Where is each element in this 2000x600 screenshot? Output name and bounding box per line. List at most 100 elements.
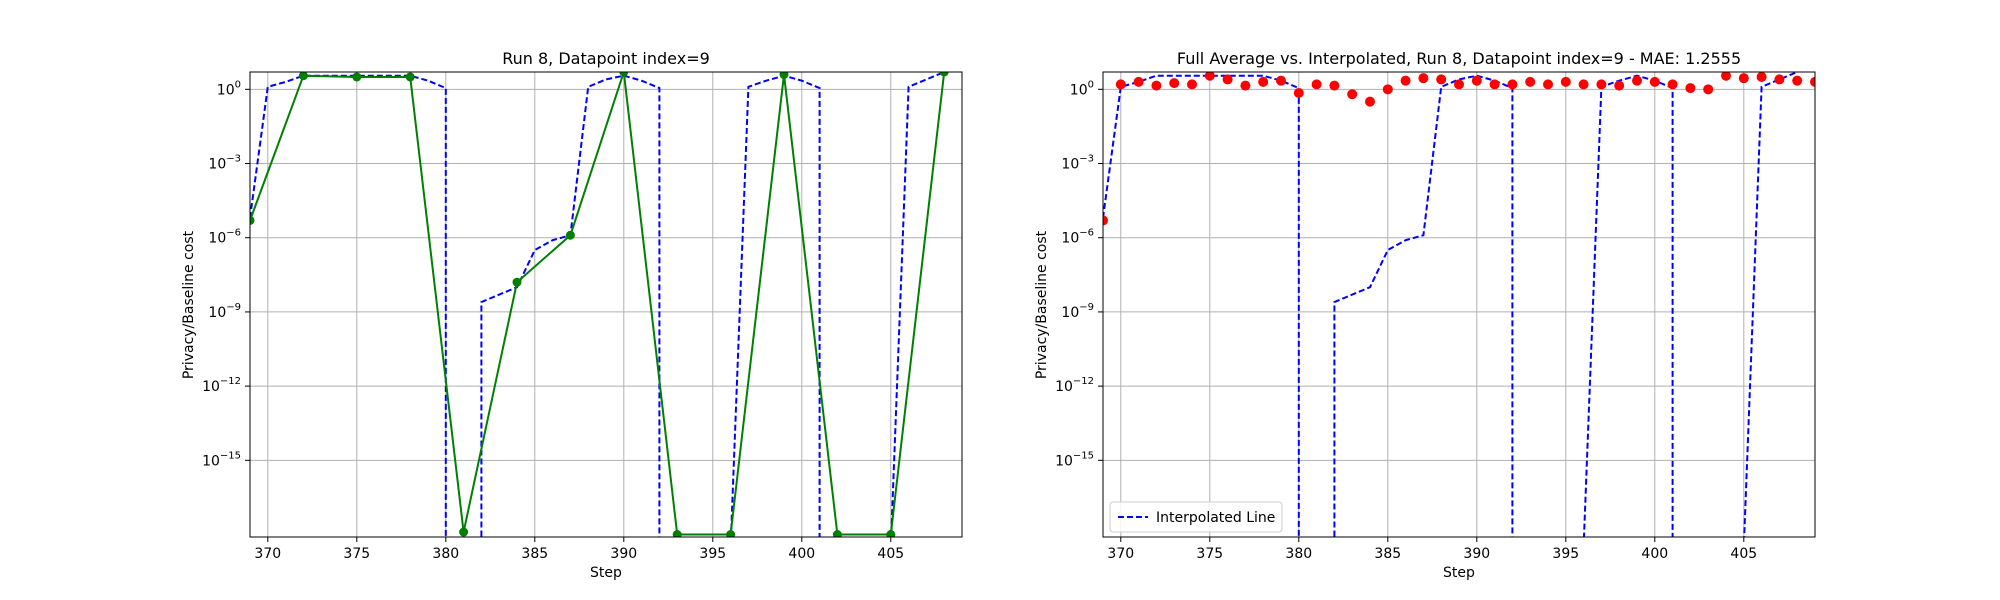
data-point-marker: [1543, 79, 1553, 90]
data-point-marker: [1560, 76, 1571, 87]
data-point-marker: [512, 277, 522, 287]
data-point-marker: [1187, 79, 1197, 90]
data-point-marker: [1649, 76, 1660, 87]
data-point-marker: [1471, 75, 1482, 86]
series-interpolated-dashed-line: [250, 72, 945, 537]
y-ticks: 100 10−3 10−6 10−9 10−12 10−15: [202, 79, 250, 469]
y-tick-label: 10−9: [208, 302, 241, 321]
x-axis-label: Step: [590, 565, 622, 581]
y-tick-label: 10−9: [1061, 302, 1094, 321]
x-ticks: 370 375 380 385 390 395 400 405: [254, 537, 904, 562]
x-tick-label: 400: [788, 546, 815, 562]
y-tick-label: 100: [217, 79, 241, 98]
data-point-marker: [1293, 88, 1304, 99]
grid: [250, 72, 962, 537]
data-point-marker: [1810, 76, 1815, 87]
x-tick-label: 370: [1107, 546, 1134, 562]
legend: Interpolated Line: [1109, 501, 1283, 533]
y-tick-label: 10−15: [1055, 450, 1094, 469]
x-tick-label: 380: [432, 546, 459, 562]
data-point-marker: [1222, 74, 1233, 85]
data-point-marker: [1507, 79, 1518, 90]
data-point-marker: [1632, 75, 1642, 86]
data-point-marker: [459, 527, 469, 537]
data-point-marker: [1276, 75, 1286, 86]
data-point-marker: [1311, 79, 1322, 90]
y-axis-label: Privacy/Baseline cost: [1034, 230, 1050, 379]
y-tick-label: 100: [1070, 79, 1094, 98]
x-tick-label: 380: [1285, 546, 1312, 562]
chart-right: 370 375 380 385 390 395 400 405 100 10−3 10−6 10−9…: [1034, 49, 1816, 581]
y-tick-label: 10−3: [1061, 154, 1094, 173]
x-tick-label: 395: [1552, 546, 1579, 562]
y-ticks: 100 10−3 10−6 10−9 10−12 10−15: [1055, 79, 1103, 469]
data-point-marker: [1614, 80, 1625, 91]
y-tick-label: 10−12: [1055, 376, 1094, 395]
y-tick-label: 10−12: [202, 376, 241, 395]
data-point-marker: [565, 230, 575, 240]
data-point-marker: [1115, 79, 1126, 90]
plot-area-frame: [1102, 71, 1816, 538]
data-point-marker: [1204, 72, 1215, 81]
y-axis-label: Privacy/Baseline cost: [181, 230, 197, 379]
data-point-marker: [1382, 84, 1393, 95]
x-tick-label: 375: [343, 546, 370, 562]
data-point-marker: [352, 72, 362, 82]
series-solid-line: [250, 72, 946, 536]
data-point-marker: [1347, 89, 1358, 100]
data-point-marker: [1240, 80, 1251, 91]
data-point-marker: [405, 72, 415, 82]
data-point-marker: [1685, 83, 1696, 94]
x-axis-label: Step: [1443, 565, 1475, 581]
data-point-marker: [1365, 96, 1375, 107]
data-point-marker: [1525, 76, 1536, 87]
series-layer: [1103, 72, 1815, 537]
data-point-marker: [1721, 72, 1731, 81]
chart-title: Full Average vs. Interpolated, Run 8, Da…: [1177, 49, 1741, 68]
data-point-marker: [939, 72, 949, 77]
data-point-marker: [1169, 78, 1180, 89]
data-point-marker: [1133, 76, 1144, 87]
series-layer: [250, 72, 949, 537]
data-point-marker: [1436, 74, 1447, 85]
chart-title: Run 8, Datapoint index=9: [502, 49, 710, 68]
data-point-marker: [298, 72, 308, 81]
x-ticks: 370 375 380 385 390 395 400 405: [1107, 537, 1757, 562]
data-point-marker: [1667, 79, 1678, 90]
chart-left: 370 375 380 385 390 395 400 405 100 10−3 10−6 10−9…: [181, 49, 963, 581]
data-point-marker: [1400, 75, 1411, 86]
x-tick-label: 370: [254, 546, 281, 562]
x-tick-label: 390: [1463, 546, 1490, 562]
legend-label-interpolated-line: Interpolated Line: [1156, 510, 1275, 526]
data-point-marker: [1103, 215, 1108, 226]
data-point-marker: [672, 530, 682, 537]
x-tick-label: 405: [1730, 546, 1757, 562]
y-tick-label: 10−3: [208, 154, 241, 173]
data-point-marker: [1756, 72, 1767, 82]
data-point-marker: [1703, 84, 1714, 95]
data-point-marker: [1454, 79, 1464, 90]
x-tick-label: 385: [1374, 546, 1401, 562]
plot-area-frame: [249, 71, 963, 538]
data-point-marker: [886, 530, 896, 537]
data-point-marker: [1596, 79, 1607, 90]
data-point-marker: [1738, 73, 1749, 84]
data-point-marker: [726, 530, 736, 537]
data-point-marker: [1578, 79, 1589, 90]
x-tick-label: 400: [1641, 546, 1668, 562]
y-tick-label: 10−6: [1061, 228, 1094, 247]
x-tick-label: 385: [521, 546, 548, 562]
data-point-marker: [1774, 74, 1785, 85]
x-tick-label: 390: [610, 546, 637, 562]
data-point-marker: [1489, 79, 1500, 90]
data-point-marker: [1329, 80, 1340, 91]
legend-box: [1109, 501, 1283, 533]
x-tick-label: 375: [1196, 546, 1223, 562]
data-point-marker: [1418, 73, 1429, 84]
y-tick-label: 10−15: [202, 450, 241, 469]
y-tick-label: 10−6: [208, 228, 241, 247]
data-point-marker: [1258, 76, 1269, 87]
data-point-marker: [1151, 80, 1162, 91]
data-point-marker: [1792, 75, 1803, 86]
